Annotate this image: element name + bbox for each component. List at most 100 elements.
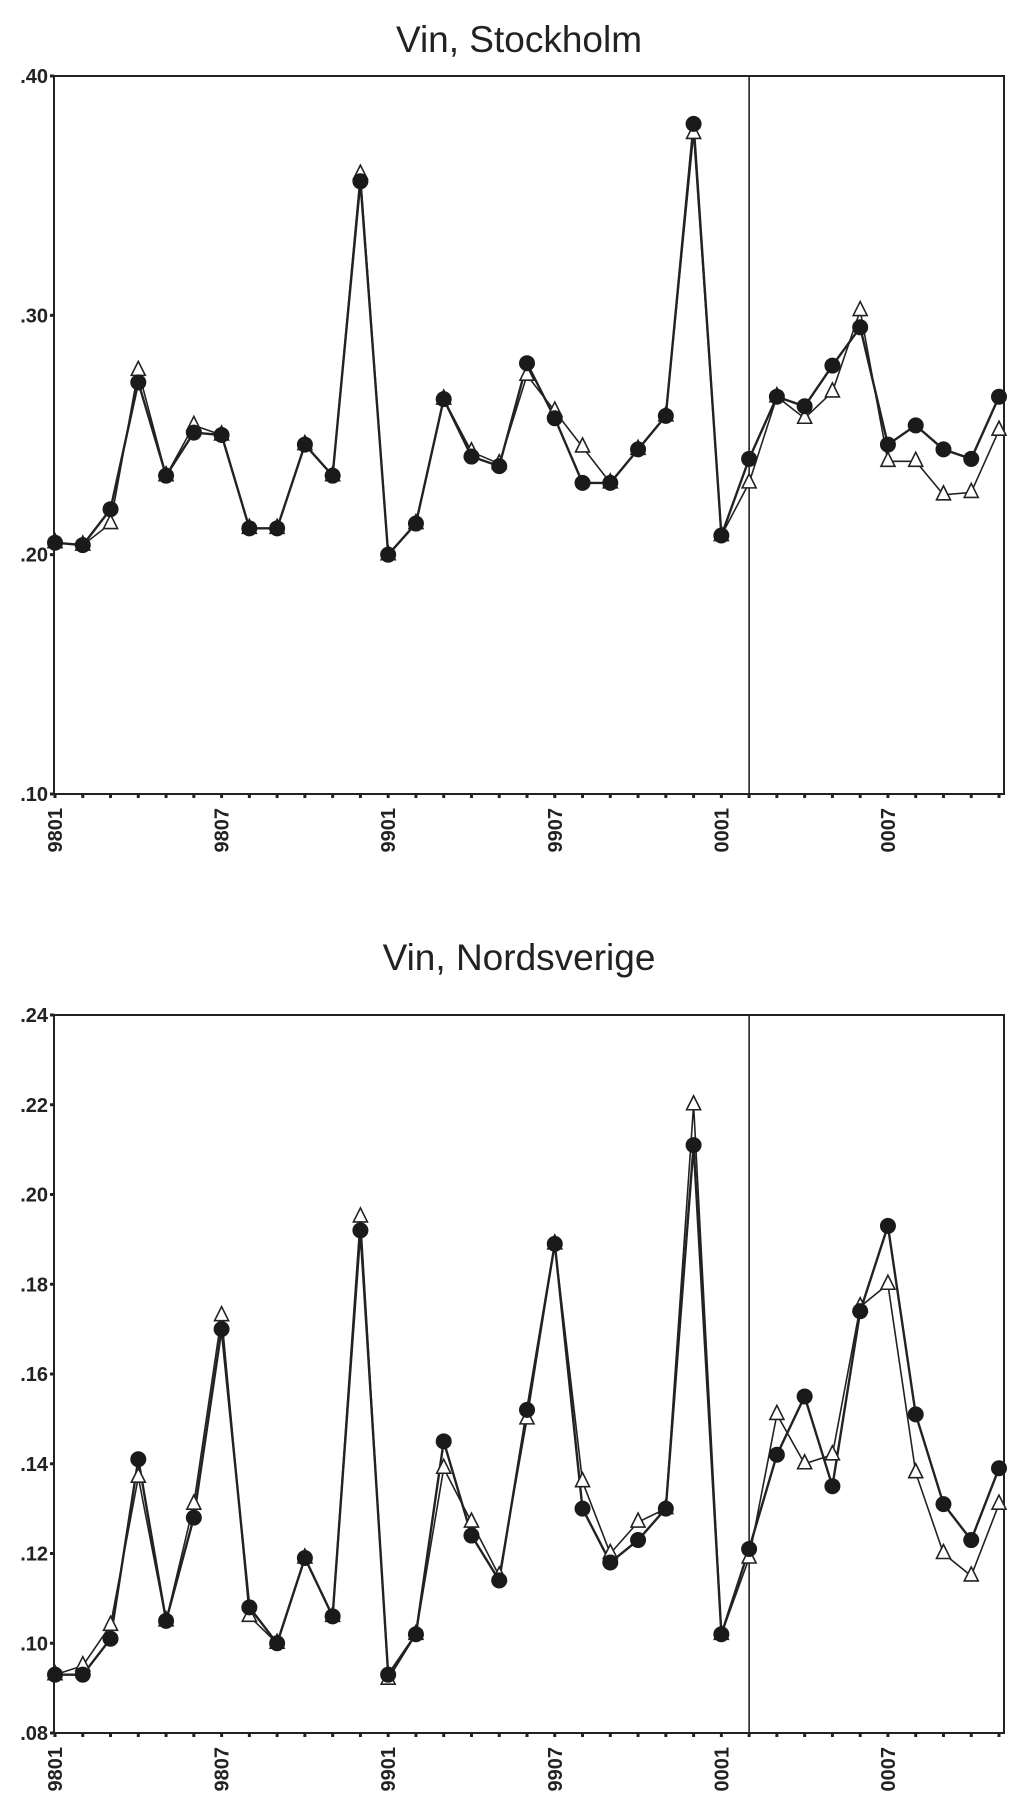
data-point-circle <box>213 427 230 443</box>
data-point-circle <box>963 1532 980 1549</box>
x-tick-label: 9801 <box>45 808 67 853</box>
data-point-circle <box>102 501 119 518</box>
series-line-triangle <box>54 133 1000 557</box>
data-point-circle <box>407 515 424 532</box>
x-tick-label: 0007 <box>878 808 900 853</box>
data-point-circle <box>824 357 841 374</box>
y-tick-label: .16 <box>20 1364 48 1386</box>
data-point-circle <box>602 474 619 491</box>
data-point-circle <box>796 398 813 415</box>
data-point-triangle <box>990 1493 1008 1510</box>
data-point-triangle <box>129 359 147 377</box>
data-point-circle <box>74 537 91 554</box>
data-point-triangle <box>907 450 925 468</box>
data-point-circle <box>491 458 508 475</box>
data-point-circle <box>296 436 313 453</box>
data-point-circle <box>241 1599 258 1616</box>
data-point-triangle <box>435 1457 453 1475</box>
plot-frame <box>53 1014 1005 1734</box>
x-tick-label: 9907 <box>545 808 567 853</box>
data-point-circle <box>269 1635 286 1652</box>
data-point-circle <box>685 115 702 132</box>
data-point-triangle <box>685 1093 702 1111</box>
y-tick-label: .12 <box>20 1544 48 1566</box>
data-point-triangle <box>574 436 591 453</box>
data-point-triangle <box>879 450 897 468</box>
y-tick-label: .30 <box>20 305 48 327</box>
data-point-circle <box>463 1527 480 1544</box>
x-tick-label: 9801 <box>45 1747 67 1792</box>
data-point-circle <box>352 173 369 190</box>
y-tick-label: .08 <box>20 1723 48 1745</box>
data-point-circle <box>602 1554 619 1571</box>
data-point-circle <box>463 448 480 465</box>
plot-nordsverige: .08 .10 .12 .14 .16 .18 .20 .22 .24 9801 9807 9901 9… <box>20 1005 1008 1792</box>
data-point-circle <box>213 1321 230 1338</box>
data-point-circle <box>47 1666 63 1683</box>
data-point-circle <box>963 450 980 467</box>
data-point-triangle <box>463 1511 480 1528</box>
data-point-triangle <box>796 407 813 425</box>
data-point-circle <box>519 355 535 372</box>
data-point-triangle <box>962 481 980 499</box>
data-point-triangle <box>824 381 841 398</box>
data-point-triangle <box>796 1452 813 1470</box>
data-point-circle <box>407 1626 424 1643</box>
data-point-triangle <box>907 1461 925 1479</box>
data-point-circle <box>907 1406 924 1423</box>
data-point-circle <box>519 1401 535 1418</box>
x-tick-label: 9807 <box>212 1747 234 1792</box>
data-point-circle <box>713 1626 730 1643</box>
data-point-circle <box>130 1451 147 1468</box>
data-point-circle <box>158 467 175 484</box>
y-tick-label: .10 <box>20 1633 48 1655</box>
data-point-circle <box>546 410 563 427</box>
data-point-triangle <box>935 484 952 501</box>
data-point-triangle <box>879 1273 897 1291</box>
data-point-triangle <box>102 1614 119 1632</box>
data-point-circle <box>74 1666 91 1683</box>
data-point-circle <box>796 1388 813 1405</box>
data-point-triangle <box>768 1403 786 1421</box>
data-point-circle <box>185 1509 202 1526</box>
data-point-circle <box>685 1137 702 1154</box>
data-point-circle <box>435 391 452 408</box>
x-tick-label: 9901 <box>378 808 400 853</box>
series-line-triangle <box>54 1104 1000 1682</box>
data-point-circle <box>324 467 341 484</box>
y-tick-label: .40 <box>20 66 48 88</box>
data-point-triangle <box>518 364 536 381</box>
data-point-circle <box>546 1235 563 1252</box>
data-point-circle <box>907 417 924 434</box>
data-point-circle <box>269 520 286 537</box>
data-point-circle <box>852 319 869 336</box>
data-point-circle <box>324 1608 341 1625</box>
data-point-triangle <box>629 1511 647 1528</box>
data-point-triangle <box>962 1565 980 1582</box>
x-tick-label: 0001 <box>711 808 733 853</box>
data-point-triangle <box>574 1470 591 1488</box>
y-tick-label: .14 <box>20 1454 49 1476</box>
y-tick-label: .18 <box>20 1274 48 1296</box>
data-point-circle <box>630 1532 647 1549</box>
chart-title-stockholm: Vin, Stockholm <box>396 19 642 60</box>
data-point-triangle <box>352 1206 369 1223</box>
data-point-circle <box>47 534 63 551</box>
y-tick-label: .20 <box>20 545 48 567</box>
data-point-circle <box>574 474 591 491</box>
data-point-triangle <box>102 512 119 530</box>
data-point-circle <box>380 1666 397 1683</box>
x-tick-label: 9907 <box>545 1747 567 1792</box>
data-point-circle <box>879 1217 896 1234</box>
data-point-triangle <box>129 1466 147 1484</box>
data-point-triangle <box>851 299 869 317</box>
data-point-circle <box>380 546 397 563</box>
series-line-circle <box>54 123 1001 558</box>
data-point-circle <box>657 1500 674 1517</box>
y-tick-label: .22 <box>20 1095 48 1117</box>
data-point-circle <box>935 1496 952 1513</box>
y-tick-label: .10 <box>20 784 48 806</box>
data-point-circle <box>241 520 258 537</box>
data-point-circle <box>991 388 1007 405</box>
data-point-circle <box>435 1433 452 1450</box>
